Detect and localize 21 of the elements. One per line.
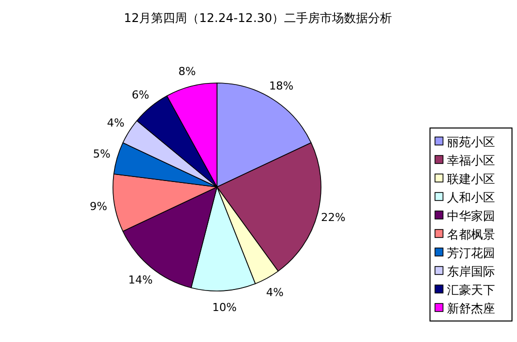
data-label: 4% (266, 286, 284, 300)
legend-label: 联建小区 (447, 172, 495, 186)
legend-label: 东岸国际 (447, 264, 495, 278)
data-label: 10% (212, 300, 237, 314)
data-label: 9% (90, 200, 108, 213)
data-label: 5% (93, 148, 110, 161)
data-label: 6% (132, 88, 150, 102)
data-label: 22% (321, 210, 346, 224)
legend-label: 幸福小区 (447, 154, 495, 168)
legend-label: 芳汀花园 (447, 246, 495, 260)
legend-label: 丽苑小区 (447, 135, 495, 149)
legend-label: 人和小区 (447, 190, 495, 204)
chart-title: 12月第四周（12.24-12.30）二手房市场数据分析 (124, 11, 392, 25)
legend-label: 新舒杰座 (447, 302, 495, 316)
data-label: 8% (178, 64, 196, 78)
legend-label: 汇豪天下 (447, 283, 495, 297)
legend-label: 名都枫景 (447, 228, 495, 242)
data-label: 18% (269, 80, 294, 93)
data-label: 14% (128, 273, 153, 286)
data-label: 4% (106, 116, 124, 130)
legend-label: 中华家园 (447, 209, 495, 223)
